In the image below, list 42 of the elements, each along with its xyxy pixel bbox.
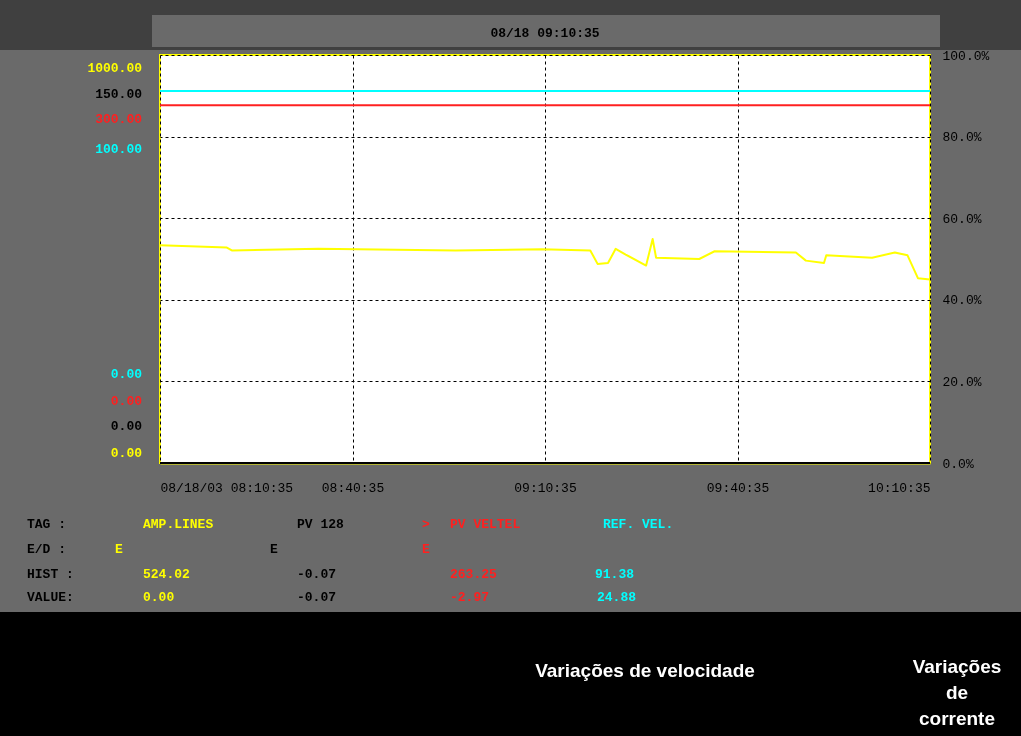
- y-tick-label: 60.0%: [942, 211, 982, 227]
- x-tick-label: 09:10:35: [514, 480, 577, 496]
- text: 300.00: [95, 112, 143, 127]
- text: 263.25: [450, 567, 498, 582]
- text: 91.38: [595, 567, 635, 582]
- text: 24.88: [597, 590, 637, 605]
- text: 0.00: [110, 419, 143, 434]
- y-tick-label: 80.0%: [942, 130, 982, 146]
- text: 100.00: [95, 142, 143, 157]
- text: E: [270, 542, 278, 557]
- y-tick-label: 40.0%: [942, 293, 982, 309]
- text: 0.00: [110, 394, 143, 409]
- x-tick-label: 09:40:35: [706, 480, 770, 496]
- x-tick-label: 08/18/03 08:10:35: [160, 480, 294, 496]
- text: E: [115, 542, 123, 557]
- text: Variações de velocidade: [535, 660, 755, 681]
- text: 1000.00: [87, 61, 143, 76]
- text: -0.07: [297, 590, 337, 605]
- chart-title: 08/18 09:10:35: [490, 26, 600, 41]
- text: AMP.LINES: [143, 517, 214, 532]
- text: Variações de corrente: [912, 656, 1002, 729]
- text: 0.00: [143, 590, 175, 605]
- text: 524.02: [143, 567, 191, 582]
- x-tick-label: 08:40:35: [321, 480, 385, 496]
- text: 150.00: [95, 87, 143, 102]
- text: HIST :: [27, 567, 74, 582]
- text: -2.97: [450, 590, 490, 605]
- text: VALUE:: [27, 590, 74, 605]
- text: >: [422, 517, 430, 532]
- y-tick-label: 0.0%: [942, 456, 974, 472]
- text: E/D :: [27, 542, 67, 557]
- text: -0.07: [297, 567, 337, 582]
- y-tick-label: 100.0%: [942, 48, 990, 64]
- text: PV 128: [297, 517, 345, 532]
- text: 0.00: [110, 446, 143, 461]
- x-tick-label: 10:10:35: [868, 480, 931, 496]
- y-tick-label: 20.0%: [942, 374, 982, 390]
- text: PV VELTEL: [450, 517, 521, 532]
- text: E: [422, 542, 430, 557]
- text: REF. VEL.: [603, 517, 674, 532]
- text: 0.00: [110, 367, 143, 382]
- text: TAG :: [27, 517, 67, 532]
